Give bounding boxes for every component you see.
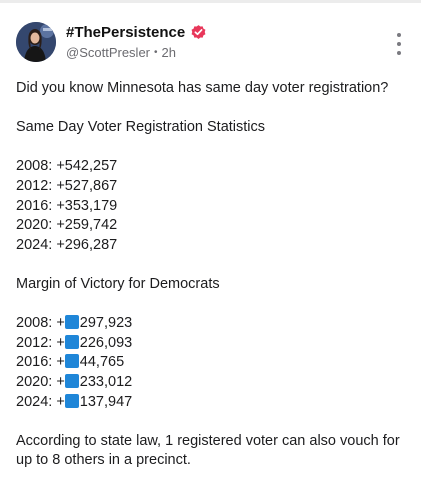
margin-stat-prefix: 2024: + <box>16 393 65 410</box>
post-card: #ThePersistence @ScottPresler • 2h Did y… <box>0 3 421 500</box>
margin-heading: Margin of Victory for Democrats <box>16 275 220 292</box>
registration-stat: 2016: +353,179 <box>16 197 118 214</box>
margin-stat: 2012: + 226,093 <box>16 334 408 354</box>
more-vertical-icon-dot <box>397 51 401 55</box>
margin-stat-value: 297,923 <box>79 315 133 332</box>
blue-square-icon <box>64 315 79 330</box>
margin-stat-prefix: 2016: + <box>16 354 65 371</box>
post-intro: Did you know Minnesota has same day vote… <box>16 80 389 96</box>
post-header: #ThePersistence @ScottPresler • 2h <box>66 23 207 60</box>
margin-stat: 2024: + 137,947 <box>16 393 408 413</box>
margin-stat-value: 226,093 <box>79 334 133 351</box>
margin-stat: 2008: + 297,923 <box>16 314 408 334</box>
registration-heading: Same Day Voter Registration Statistics <box>16 119 266 136</box>
blue-square-icon <box>64 334 79 349</box>
name-row: #ThePersistence <box>66 23 207 41</box>
author-handle[interactable]: @ScottPresler <box>66 45 150 60</box>
margin-stat-value: 233,012 <box>79 373 133 390</box>
margin-stat: 2020: + 233,012 <box>16 373 408 393</box>
post-body: Did you know Minnesota has same day vote… <box>16 79 408 471</box>
avatar-image <box>16 22 56 62</box>
meta-separator: • <box>154 47 158 58</box>
author-meta: @ScottPresler • 2h <box>66 45 207 60</box>
blue-square-icon <box>64 354 79 369</box>
registration-stat: 2012: +527,867 <box>16 177 118 194</box>
blue-square-icon <box>64 393 79 408</box>
more-vertical-icon-dot <box>397 42 401 46</box>
registration-stat: 2024: +296,287 <box>16 236 118 253</box>
margin-stat-value: 44,765 <box>79 354 125 371</box>
registration-stat: 2020: +259,742 <box>16 217 118 234</box>
avatar[interactable] <box>16 22 56 62</box>
author-display-name[interactable]: #ThePersistence <box>66 23 186 41</box>
margin-stat-value: 137,947 <box>79 393 133 410</box>
margin-stat-prefix: 2012: + <box>16 334 65 351</box>
margin-stat-prefix: 2008: + <box>16 315 65 332</box>
post-closing: According to state law, 1 registered vot… <box>16 432 400 469</box>
more-vertical-icon-dot <box>397 33 401 37</box>
top-divider <box>0 0 421 3</box>
registration-stat: 2008: +542,257 <box>16 158 118 175</box>
verified-badge-icon <box>190 24 207 41</box>
margin-stat: 2016: + 44,765 <box>16 353 408 373</box>
margin-stat-prefix: 2020: + <box>16 373 65 390</box>
post-timestamp[interactable]: 2h <box>161 45 176 60</box>
blue-square-icon <box>64 373 79 388</box>
more-options-button[interactable] <box>391 33 407 55</box>
